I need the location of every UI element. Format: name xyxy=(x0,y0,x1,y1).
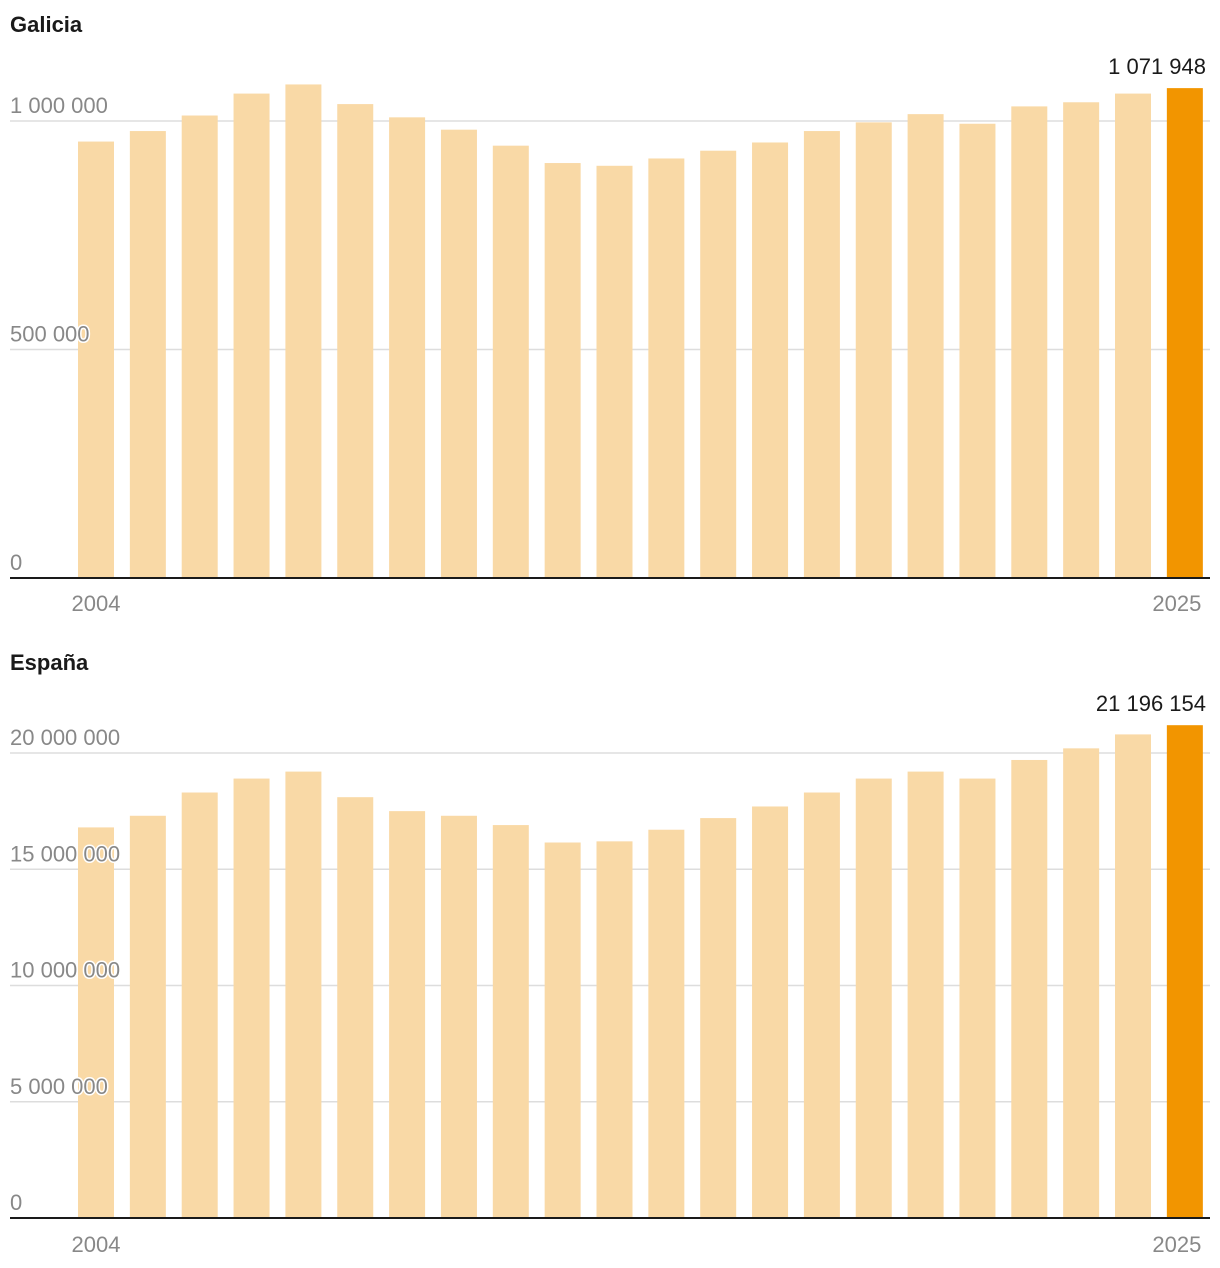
bar-2005 xyxy=(129,131,166,578)
y-tick-label: 0 xyxy=(10,1190,22,1215)
highlight-value-label: 21 196 154 xyxy=(1096,691,1206,716)
bar-2024 xyxy=(1115,93,1151,578)
bar-2010 xyxy=(389,811,426,1218)
x-tick-label-last: 2025 xyxy=(1152,591,1201,616)
bar-2014 xyxy=(596,841,633,1218)
bar-2021 xyxy=(959,123,996,578)
bar-2016 xyxy=(700,150,737,578)
bar-2004 xyxy=(78,141,114,578)
bar-2018 xyxy=(803,131,840,578)
bar-2005 xyxy=(129,815,166,1218)
x-tick-label-last: 2025 xyxy=(1152,1232,1201,1257)
bar-2017 xyxy=(752,142,789,578)
bar-2015 xyxy=(648,158,685,578)
bar-2006 xyxy=(181,115,218,579)
bar-2019 xyxy=(855,122,892,578)
bar-2023 xyxy=(1063,102,1100,578)
y-tick-label: 5 000 000 xyxy=(10,1074,108,1099)
bar-2022 xyxy=(1011,106,1048,578)
y-tick-label: 0 xyxy=(10,550,22,575)
bar-2024 xyxy=(1115,734,1151,1218)
bar-2006 xyxy=(181,792,218,1218)
x-tick-label-first: 2004 xyxy=(72,591,121,616)
y-tick-label: 10 000 000 xyxy=(10,958,120,983)
bar-2007 xyxy=(233,778,270,1218)
bar-2010 xyxy=(389,117,426,579)
bar-2022 xyxy=(1011,759,1048,1218)
bar-2012 xyxy=(492,825,529,1218)
y-tick-label: 500 000 xyxy=(10,322,90,347)
chart-galicia-plot: 0 500 000 1 000 000 1 071 948 2004 2025 xyxy=(9,54,1210,616)
bar-2013 xyxy=(544,163,581,578)
bar-2004 xyxy=(78,827,114,1218)
bar-2016 xyxy=(700,818,737,1218)
bar-2008 xyxy=(285,84,322,578)
bar-2023 xyxy=(1063,748,1100,1218)
bar-2015 xyxy=(648,829,685,1218)
bar-2009 xyxy=(337,797,374,1218)
chart-title-galicia: Galicia xyxy=(10,12,83,37)
y-tick-label: 1 000 000 xyxy=(10,93,108,118)
bar-2012 xyxy=(492,145,529,579)
bar-2011 xyxy=(440,129,477,579)
y-tick-label: 15 000 000 xyxy=(10,841,120,866)
chart-title-espana: España xyxy=(10,650,89,675)
bar-2018 xyxy=(803,792,840,1218)
bar-2025 xyxy=(1166,88,1203,579)
bar-2021 xyxy=(959,778,996,1218)
bar-2011 xyxy=(440,815,477,1218)
bar-2017 xyxy=(752,806,789,1218)
bar-2019 xyxy=(855,778,892,1218)
highlight-value-label: 1 071 948 xyxy=(1108,54,1206,79)
y-tick-label: 20 000 000 xyxy=(10,725,120,750)
bar-2020 xyxy=(907,771,944,1218)
bar-2009 xyxy=(337,104,374,578)
x-tick-label-first: 2004 xyxy=(72,1232,121,1257)
bar-2025 xyxy=(1166,725,1203,1218)
bar-2007 xyxy=(233,93,270,578)
bar-2020 xyxy=(907,114,944,579)
bar-2008 xyxy=(285,771,322,1218)
bar-2014 xyxy=(596,165,633,578)
bar-2013 xyxy=(544,842,581,1218)
